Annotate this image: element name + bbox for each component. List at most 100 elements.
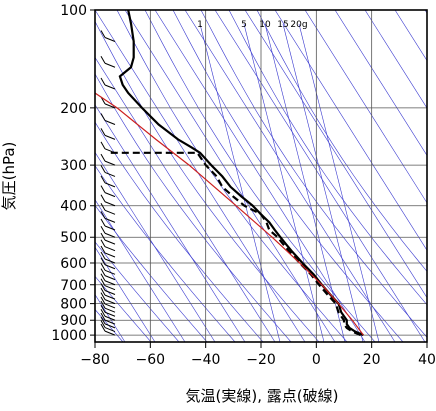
wind-barb xyxy=(100,218,116,231)
x-tick-label: −40 xyxy=(191,352,221,368)
wind-barb xyxy=(100,128,116,140)
wind-barb xyxy=(100,245,116,258)
mixing-ratio-labels: 1 5 10 15 20g xyxy=(197,20,307,30)
wind-barb xyxy=(100,56,116,68)
isotherm-line xyxy=(244,10,427,299)
wind-barb xyxy=(100,153,116,166)
wind-barb xyxy=(100,263,116,275)
mixing-ratio-line xyxy=(199,23,281,342)
wind-barb xyxy=(100,185,116,198)
pressure-grid xyxy=(95,10,427,342)
isotherm-line xyxy=(364,10,427,109)
x-tick-label: 20 xyxy=(363,352,381,368)
isotherm-line xyxy=(394,10,427,62)
wind-barb xyxy=(100,257,116,270)
x-tick-label: −20 xyxy=(246,352,276,368)
wind-barb xyxy=(100,305,116,317)
wind-barb xyxy=(100,320,116,333)
adiabat-line xyxy=(200,10,427,338)
adiabat-line xyxy=(228,10,427,306)
adiabat-line xyxy=(116,10,348,342)
x-tick-label: 40 xyxy=(418,352,436,368)
adiabat-line xyxy=(95,165,236,342)
wind-barb xyxy=(100,232,116,245)
x-tick-label: 0 xyxy=(312,352,321,368)
isotherm-line xyxy=(334,10,427,157)
diagram-background-lines xyxy=(95,10,427,342)
wind-barb xyxy=(100,268,116,281)
y-tick-label: 700 xyxy=(60,278,87,294)
wind-barb xyxy=(100,77,116,90)
wind-barb xyxy=(100,251,116,264)
wind-barb xyxy=(100,278,116,291)
wind-barb xyxy=(113,10,115,11)
wind-barb xyxy=(100,30,116,42)
adiabat-line xyxy=(95,73,292,342)
y-tick-label: 200 xyxy=(60,101,87,117)
wind-barb xyxy=(100,287,116,300)
adiabat-line xyxy=(95,204,208,342)
wind-barb xyxy=(100,211,116,223)
wind-barb xyxy=(100,175,116,188)
y-axis-title: 気圧(hPa) xyxy=(0,142,18,211)
isotherm-line xyxy=(95,151,216,342)
isotherm-line xyxy=(154,10,366,342)
x-axis-title: 気温(実線), 露点(破線) xyxy=(186,387,339,405)
wind-barb xyxy=(100,292,116,305)
y-tick-label: 500 xyxy=(60,230,87,246)
adiabat-line xyxy=(95,275,152,342)
wind-barb xyxy=(100,283,116,295)
dewpoint-line xyxy=(108,151,362,337)
y-tick-label: 300 xyxy=(60,158,87,174)
adiabat-line xyxy=(256,10,427,272)
wind-barb xyxy=(100,239,116,252)
mixing-ratio-label: 1 xyxy=(197,20,203,30)
adiabat-line xyxy=(144,10,376,342)
adiabat-line xyxy=(95,20,320,342)
mixing-ratio-label: 10 xyxy=(259,20,271,30)
mixing-ratio-line xyxy=(282,23,364,342)
mixing-ratio-line xyxy=(243,23,325,342)
isotherm-line xyxy=(95,199,186,342)
wind-barb xyxy=(100,308,116,321)
y-tick-label: 800 xyxy=(60,297,87,313)
y-tick-label: 600 xyxy=(60,256,87,272)
x-tick-label: −60 xyxy=(136,352,166,368)
isotherm-line xyxy=(304,10,427,204)
wind-barb xyxy=(100,194,116,207)
wind-barb xyxy=(100,273,116,286)
wind-barb xyxy=(100,296,116,309)
wind-barb xyxy=(100,316,116,329)
isotherm-line xyxy=(95,104,246,342)
isotherm-line xyxy=(274,10,427,251)
mixing-ratio-line xyxy=(264,23,346,342)
adiabat-line xyxy=(95,241,180,342)
wind-barb xyxy=(100,165,116,177)
isotherm-line xyxy=(95,10,306,342)
mixing-ratio-label: 20g xyxy=(290,20,307,30)
y-tick-label: 400 xyxy=(60,199,87,215)
isotherm-line xyxy=(214,10,426,342)
parcel-line xyxy=(95,92,364,336)
x-axis: −80 −60 −40 −20 0 20 40 xyxy=(80,342,436,368)
wind-barb xyxy=(100,312,116,325)
y-tick-label: 1000 xyxy=(51,328,87,344)
x-tick-label: −80 xyxy=(80,352,110,368)
isotherm-line xyxy=(95,56,276,342)
wind-barb xyxy=(100,323,116,336)
wind-barb xyxy=(100,113,116,125)
y-tick-label: 100 xyxy=(60,3,87,19)
mixing-ratio-line xyxy=(298,23,380,342)
profile-series xyxy=(95,10,364,337)
wind-barbs xyxy=(100,10,116,336)
adiabat-line xyxy=(95,121,264,342)
mixing-ratio-label: 15 xyxy=(277,20,288,30)
y-tick-label: 900 xyxy=(60,313,87,329)
mixing-ratio-label: 5 xyxy=(241,20,247,30)
adiabat-line xyxy=(172,10,404,342)
wind-barb xyxy=(100,225,116,238)
isotherm-line xyxy=(184,10,396,342)
temperature-line xyxy=(118,10,364,337)
